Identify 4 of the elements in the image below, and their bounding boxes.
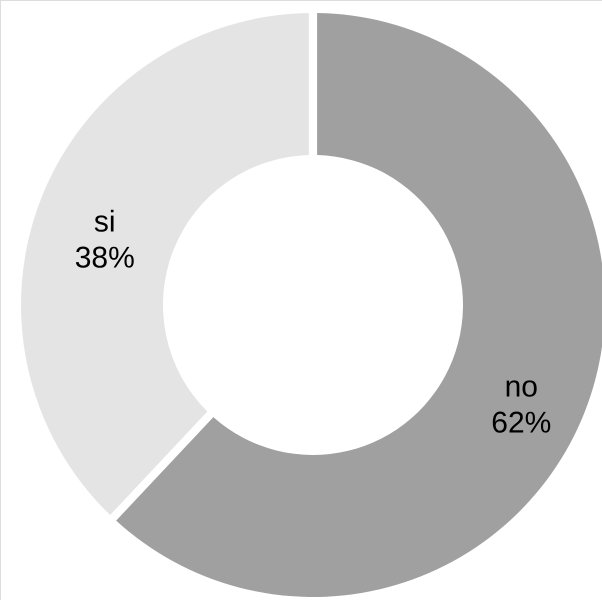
data-label: 62% <box>491 406 552 440</box>
data-label: 38% <box>74 242 135 275</box>
slice-label: si <box>94 206 116 239</box>
slice-label: no <box>504 370 538 404</box>
